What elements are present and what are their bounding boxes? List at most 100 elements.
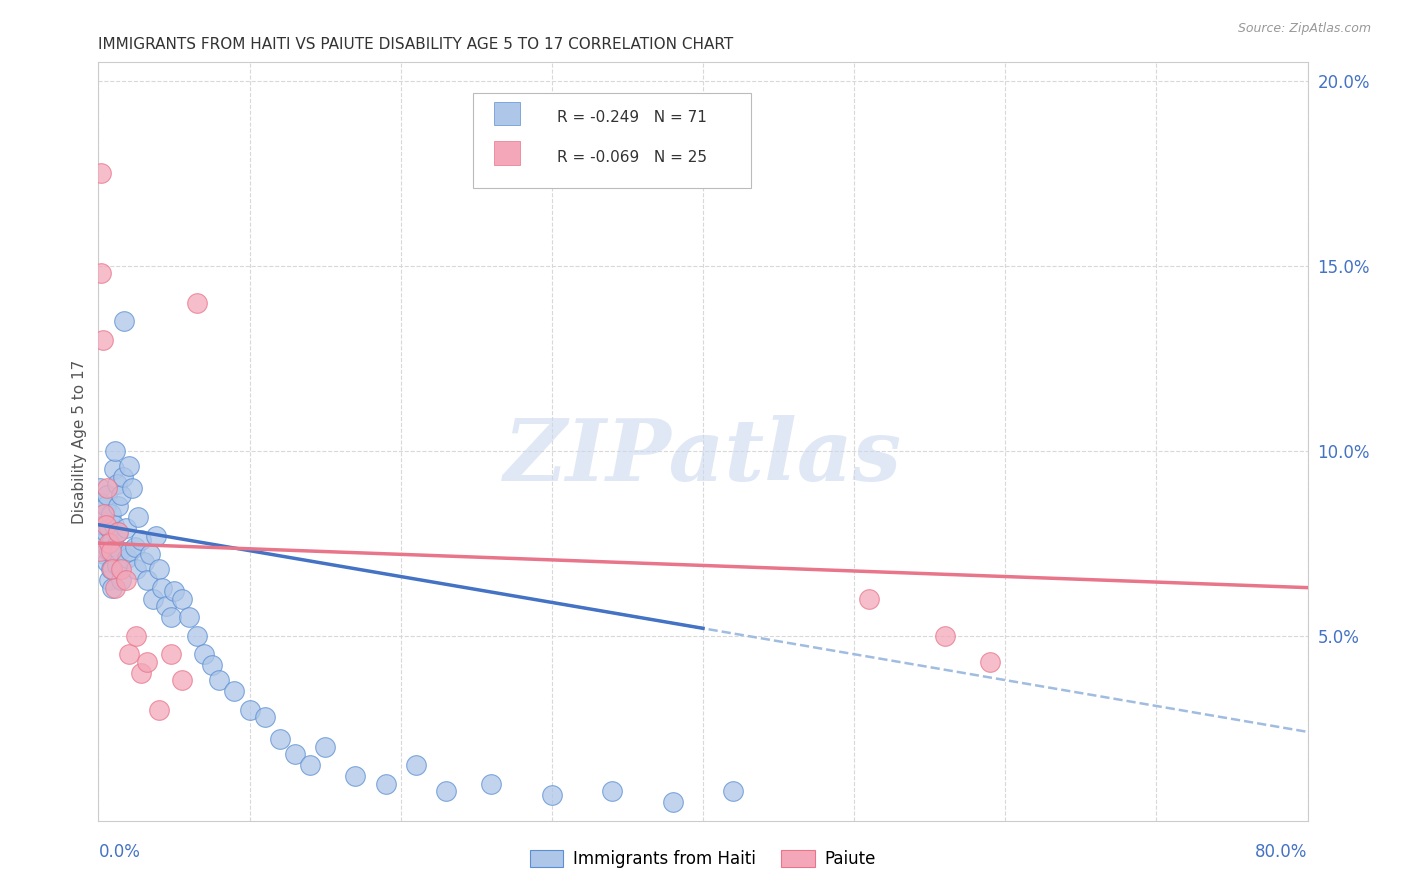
Point <box>121 481 143 495</box>
Text: R = -0.069   N = 25: R = -0.069 N = 25 <box>557 150 707 165</box>
Point <box>129 665 152 680</box>
Point <box>91 510 114 524</box>
Point <box>135 655 157 669</box>
Point <box>481 777 503 791</box>
Point <box>104 540 127 554</box>
Point <box>93 517 115 532</box>
Point <box>160 647 183 661</box>
FancyBboxPatch shape <box>494 102 520 126</box>
Point <box>124 540 146 554</box>
Point <box>98 573 121 587</box>
Point <box>104 443 127 458</box>
Point <box>170 673 193 687</box>
Point <box>934 629 956 643</box>
Text: R = -0.249   N = 71: R = -0.249 N = 71 <box>557 111 707 125</box>
Point <box>114 573 136 587</box>
Point <box>160 610 183 624</box>
Point <box>91 333 114 347</box>
Point <box>284 747 307 761</box>
Point <box>89 543 111 558</box>
Point <box>101 562 124 576</box>
Point <box>100 543 122 558</box>
Point <box>90 495 112 509</box>
Point <box>105 558 128 573</box>
Point <box>111 469 134 483</box>
Point <box>858 591 880 606</box>
Point <box>108 543 131 558</box>
Point <box>179 610 201 624</box>
Point <box>239 703 262 717</box>
Point <box>103 517 125 532</box>
Point <box>107 525 129 540</box>
Point <box>96 481 118 495</box>
Point <box>112 314 135 328</box>
Point <box>96 488 118 502</box>
Point <box>224 684 246 698</box>
Point <box>98 543 121 558</box>
Point <box>602 784 624 798</box>
Point <box>101 533 124 547</box>
Point <box>107 525 129 540</box>
Point <box>110 573 132 587</box>
Point <box>142 591 165 606</box>
Point <box>186 629 208 643</box>
Point <box>269 732 291 747</box>
Point <box>118 458 141 473</box>
Text: ZIPatlas: ZIPatlas <box>503 415 903 499</box>
Point <box>314 739 336 754</box>
Point <box>148 703 170 717</box>
Point <box>107 500 129 514</box>
FancyBboxPatch shape <box>474 93 751 187</box>
Point <box>374 777 396 791</box>
Point <box>96 555 118 569</box>
Point <box>91 536 114 550</box>
Point <box>150 581 173 595</box>
Point <box>129 533 152 547</box>
Point <box>344 769 367 783</box>
Point <box>110 562 132 576</box>
Point <box>98 521 121 535</box>
Point <box>98 536 121 550</box>
Point <box>208 673 231 687</box>
Point <box>979 655 1001 669</box>
Point <box>170 591 193 606</box>
Point <box>193 647 215 661</box>
Point <box>100 562 122 576</box>
Text: 80.0%: 80.0% <box>1256 844 1308 862</box>
Point <box>101 581 124 595</box>
Point <box>148 562 170 576</box>
Point <box>94 525 117 540</box>
Point <box>114 521 136 535</box>
Point <box>434 784 457 798</box>
Point <box>105 477 128 491</box>
Point <box>120 543 142 558</box>
Point <box>110 488 132 502</box>
Point <box>540 788 562 802</box>
Point <box>299 758 322 772</box>
Point <box>115 551 138 566</box>
Point <box>155 599 177 614</box>
Point <box>100 507 122 521</box>
Point <box>125 629 148 643</box>
Point <box>186 296 208 310</box>
Point <box>127 510 149 524</box>
Point <box>661 795 683 809</box>
Point <box>94 500 117 514</box>
Point <box>139 547 162 561</box>
Point <box>90 266 112 280</box>
Point <box>93 507 115 521</box>
Text: 0.0%: 0.0% <box>98 844 141 862</box>
Y-axis label: Disability Age 5 to 17: Disability Age 5 to 17 <box>72 359 87 524</box>
Point <box>90 166 112 180</box>
Point <box>103 462 125 476</box>
Text: Source: ZipAtlas.com: Source: ZipAtlas.com <box>1237 22 1371 36</box>
Point <box>163 584 186 599</box>
Point <box>253 710 276 724</box>
Point <box>93 547 115 561</box>
Point <box>89 481 111 495</box>
Text: IMMIGRANTS FROM HAITI VS PAIUTE DISABILITY AGE 5 TO 17 CORRELATION CHART: IMMIGRANTS FROM HAITI VS PAIUTE DISABILI… <box>98 37 734 52</box>
Point <box>132 555 155 569</box>
Point <box>723 784 745 798</box>
Legend: Immigrants from Haiti, Paiute: Immigrants from Haiti, Paiute <box>523 843 883 875</box>
Point <box>104 581 127 595</box>
